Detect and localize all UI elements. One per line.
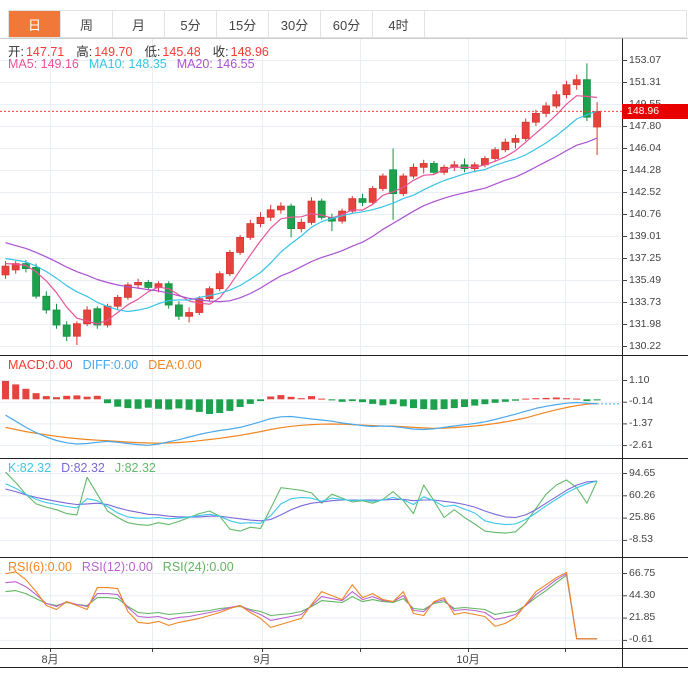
month-label: 8月 — [41, 654, 59, 666]
ma-legend-item: MA5: 149.16 — [8, 57, 79, 71]
tab-week[interactable]: 周 — [61, 11, 113, 37]
rsi-legend-item: RSI(6):0.00 — [8, 560, 72, 574]
axis-tick-label: -8.53 — [629, 533, 653, 546]
tab-15min[interactable]: 15分 — [217, 11, 269, 37]
axis-tick-label: 142.52 — [629, 185, 662, 198]
ohlc-summary-row: 开: 147.71 高: 149.70 低: 145.48 收: 148.96 — [8, 41, 281, 60]
kdj-legend-item: D:82.32 — [61, 461, 105, 475]
rsi-legend-item: RSI(24):0.00 — [162, 560, 234, 574]
axis-tick-label: 144.28 — [629, 163, 662, 176]
month-label: 10月 — [456, 654, 480, 666]
tab-5min[interactable]: 5分 — [165, 11, 217, 37]
ma-legend-item: MA10: 148.35 — [88, 57, 167, 71]
macd-legend-item: DEA:0.00 — [148, 358, 202, 372]
ma-legend-row: MA5: 149.16 MA10: 148.35 MA20: 146.55 — [8, 57, 265, 71]
axis-tick-label: 137.25 — [629, 251, 662, 264]
rsi-legend-item: RSI(12):0.00 — [81, 560, 153, 574]
macd-legend-row: MACD:0.00 DIFF:0.00 DEA:0.00 — [8, 358, 212, 372]
axis-tick-label: 21.85 — [629, 611, 656, 624]
axis-tick-label: 1.10 — [629, 373, 650, 386]
rsi-legend-row: RSI(6):0.00 RSI(12):0.00 RSI(24):0.00 — [8, 560, 244, 574]
ohlc-item: 开: 147.71 — [8, 45, 65, 59]
axis-tick-label: 66.75 — [629, 566, 656, 579]
axis-tick-label: 94.65 — [629, 466, 656, 479]
axis-tick-label: -0.61 — [629, 633, 653, 646]
ohlc-item: 收: 148.96 — [212, 45, 269, 59]
axis-tick-label: 139.01 — [629, 229, 662, 242]
timeframe-tabbar: 日周月 5分 15分 30分 60分 4时 — [8, 10, 687, 38]
axis-tick-label: 151.31 — [629, 75, 662, 88]
tab-day[interactable]: 日 — [9, 11, 61, 37]
tab-30min[interactable]: 30分 — [269, 11, 321, 37]
axis-tick-label: 149.55 — [629, 98, 661, 110]
current-price-value: 148.96 — [627, 104, 660, 117]
macd-legend-item: DIFF:0.00 — [82, 358, 139, 372]
axis-tick-label: 131.98 — [629, 317, 662, 330]
kdj-legend-row: K:82.32 D:82.32 J:82.32 — [8, 461, 166, 475]
axis-tick-label: 146.04 — [629, 141, 662, 154]
current-price-badge: 148.96 — [622, 103, 688, 119]
axis-tick-label: 130.22 — [629, 339, 662, 352]
axis-tick-label: 135.49 — [629, 273, 662, 286]
kdj-legend-item: J:82.32 — [114, 461, 156, 475]
axis-tick-label: 60.26 — [629, 488, 656, 501]
axis-tick-label: -1.37 — [629, 416, 653, 429]
axis-tick-label: 133.73 — [629, 295, 662, 308]
tab-4hour[interactable]: 4时 — [373, 11, 425, 37]
macd-legend-item: MACD:0.00 — [8, 358, 73, 372]
month-label: 9月 — [253, 654, 271, 666]
axis-tick-label: 153.07 — [629, 53, 662, 66]
axis-tick-label: 25.86 — [629, 511, 656, 524]
kdj-legend-item: K:82.32 — [8, 461, 52, 475]
axis-tick-label: 147.80 — [629, 119, 662, 132]
tab-60min[interactable]: 60分 — [321, 11, 373, 37]
tab-month[interactable]: 月 — [113, 11, 165, 37]
axis-tick-label: 140.76 — [629, 207, 662, 220]
ohlc-item: 低: 145.48 — [144, 45, 201, 59]
ohlc-item: 高: 149.70 — [76, 45, 133, 59]
ma-legend-item: MA20: 146.55 — [176, 57, 255, 71]
axis-tick-label: -0.14 — [629, 395, 653, 408]
axis-tick-label: -2.61 — [629, 438, 653, 451]
axis-tick-label: 44.30 — [629, 588, 656, 601]
